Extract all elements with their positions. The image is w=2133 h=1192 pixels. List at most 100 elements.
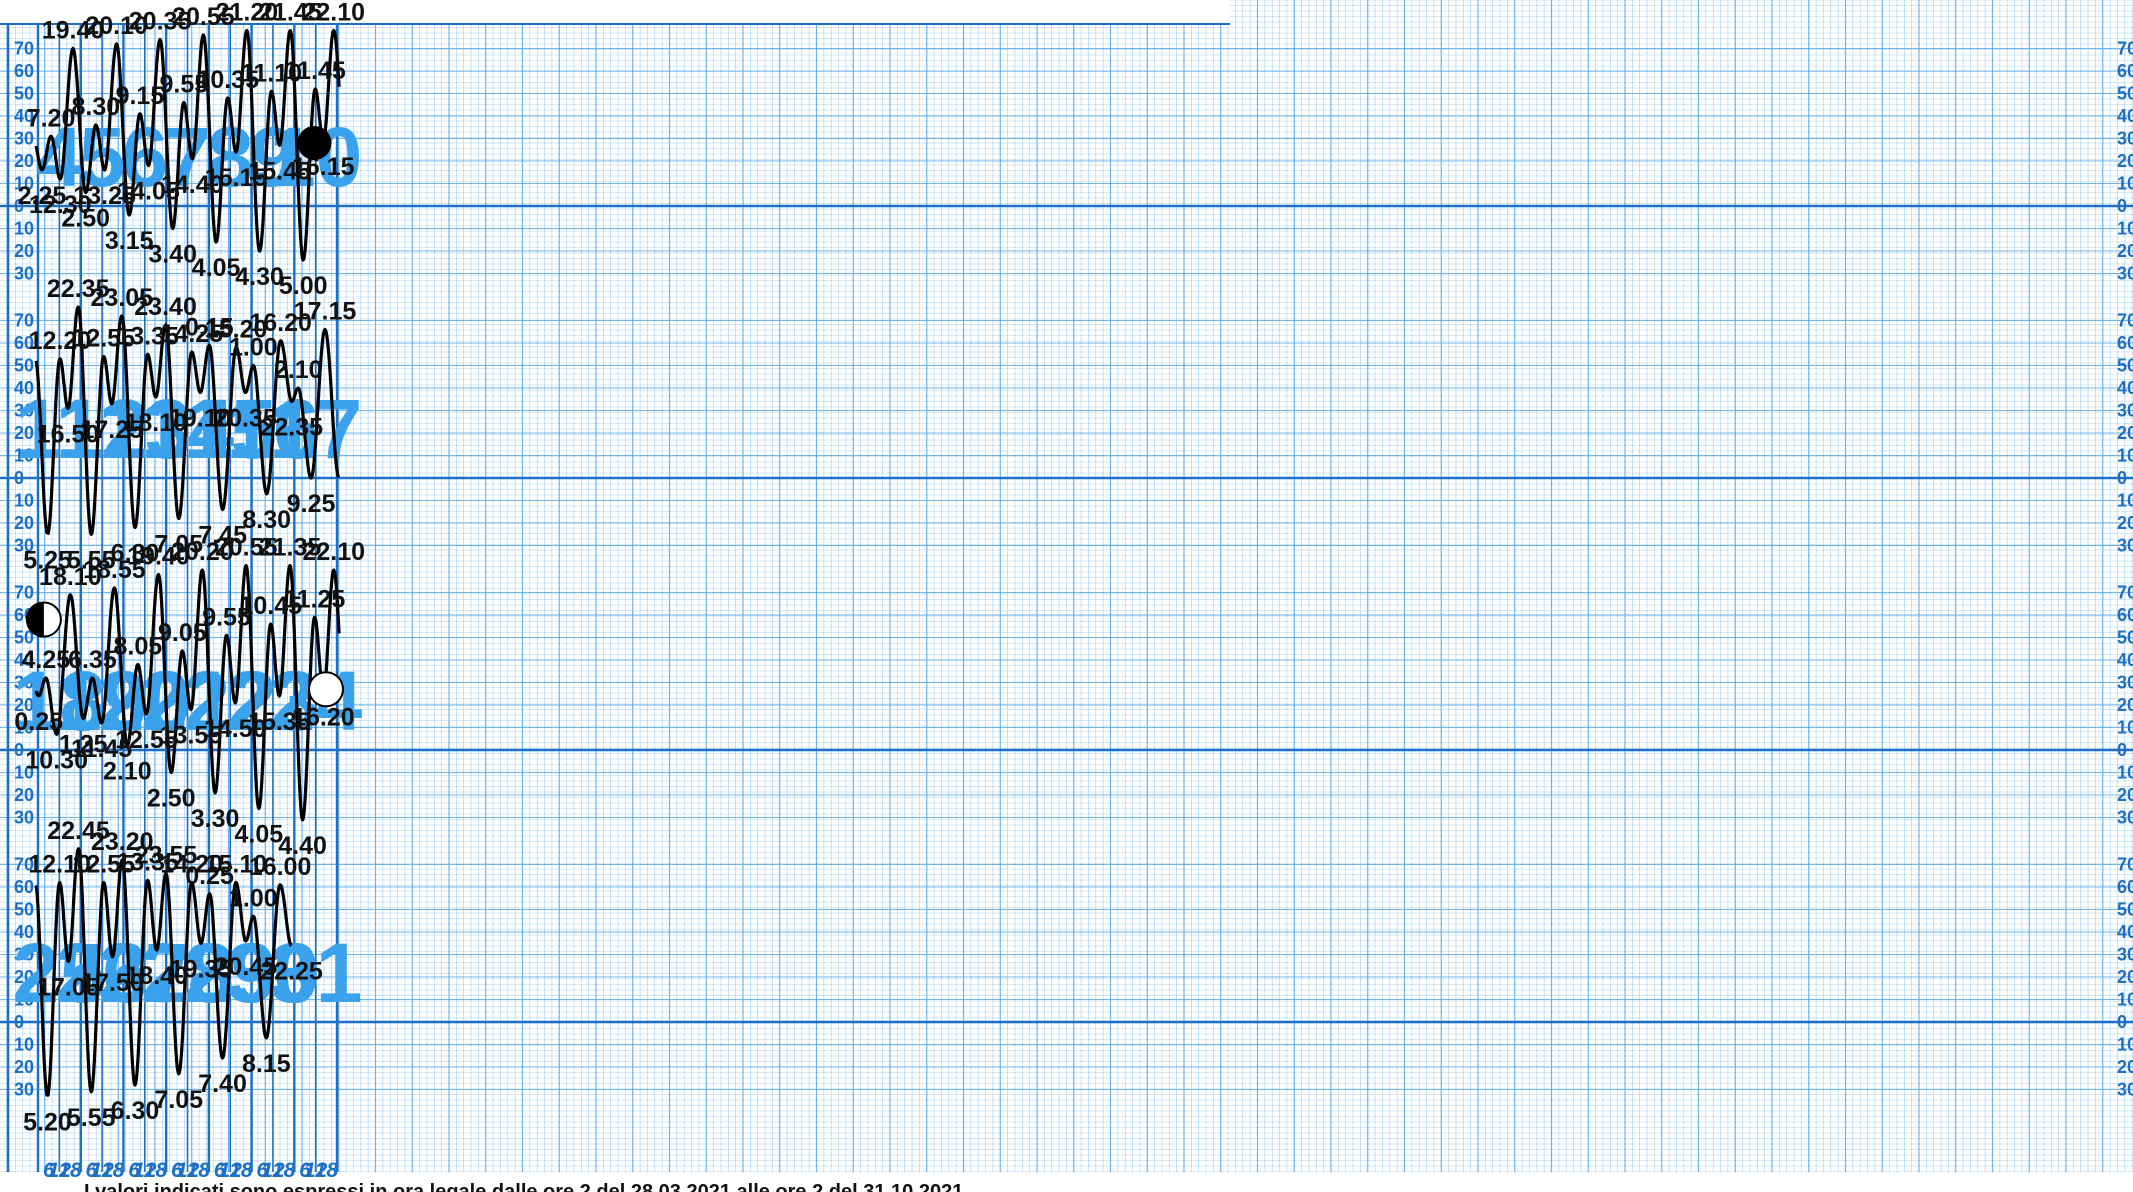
high-tide-label: 6.35	[68, 646, 117, 674]
y-tick-label: 40	[14, 922, 34, 942]
hour-tick-label: 18	[187, 1159, 211, 1182]
high-tide-label: 9.55	[202, 603, 251, 631]
day-number: 9	[250, 110, 297, 204]
y-tick-label: 0	[2117, 468, 2127, 488]
y-tick-label: 20	[14, 423, 34, 443]
y-tick-label: 40	[2117, 650, 2133, 670]
y-tick-label: 20	[2117, 695, 2133, 715]
low-tide-label: 17.05	[37, 973, 100, 1001]
high-tide-label: 21.20	[216, 0, 279, 27]
low-tide-label: 14.40	[161, 171, 224, 199]
y-tick-label: 10	[2117, 1035, 2133, 1055]
low-tide-label: 6.30	[111, 540, 160, 568]
low-tide-label: 6.30	[111, 1097, 160, 1125]
y-tick-label: 10	[14, 446, 34, 466]
y-tick-label: 70	[14, 39, 34, 59]
hour-tick-label: 18	[58, 1159, 82, 1182]
low-tide-label: 16.20	[292, 704, 355, 732]
tide-curve	[34, 847, 293, 1097]
y-tick-label: 30	[14, 536, 34, 556]
y-tick-label: 30	[14, 129, 34, 149]
y-tick-label: 70	[2117, 583, 2133, 603]
low-tide-label: 18.40	[125, 962, 188, 990]
high-tide-label: 12.55	[72, 851, 135, 879]
low-tide-label: 12.55	[115, 726, 178, 754]
y-tick-label: 20	[14, 785, 34, 805]
low-tide-label: 3.15	[105, 227, 154, 255]
y-tick-label: 50	[14, 356, 34, 376]
y-tick-label: 60	[2117, 877, 2133, 897]
y-tick-label: 30	[2117, 536, 2133, 556]
day-number: 11	[15, 382, 104, 476]
high-tide-label: 21.45	[259, 0, 322, 27]
y-tick-label: 60	[2117, 61, 2133, 81]
high-tide-label: 12.55	[72, 325, 135, 353]
y-tick-label: 40	[2117, 106, 2133, 126]
low-tide-label: 7.05	[154, 1086, 203, 1114]
high-tide-label: 22.10	[303, 0, 366, 27]
y-tick-label: 0	[14, 1012, 24, 1032]
y-tick-label: 50	[14, 628, 34, 648]
high-tide-label: 20.20	[171, 538, 234, 566]
tide-curve	[34, 563, 341, 822]
high-tide-label: 9.05	[158, 619, 207, 647]
high-tide-label: 22.35	[47, 275, 110, 303]
y-tick-label: 30	[2117, 673, 2133, 693]
y-tick-label: 10	[2117, 174, 2133, 194]
hour-tick-label: 12	[261, 1159, 285, 1182]
hour-tick-label: 6	[256, 1159, 268, 1182]
y-tick-label: 70	[2117, 311, 2133, 331]
low-tide-label: 12.30	[29, 191, 92, 219]
hour-tick-label: 6	[43, 1159, 55, 1182]
high-tide-label: 15.10	[205, 851, 268, 879]
footer: I valori indicati sono espressi in ora l…	[84, 1181, 963, 1192]
high-tide-label: 9.55	[159, 71, 208, 99]
y-tick-label: 10	[14, 219, 34, 239]
y-tick-label: 30	[2117, 401, 2133, 421]
y-tick-label: 10	[2117, 990, 2133, 1010]
day-number: 23	[226, 654, 319, 748]
low-tide-label: 13.25	[73, 182, 136, 210]
high-tide-label: 22.10	[303, 538, 366, 566]
y-tick-label: 30	[2117, 945, 2133, 965]
y-tick-label: 30	[2117, 808, 2133, 828]
high-tide-label: 8.30	[72, 93, 121, 121]
low-tide-label: 17.50	[81, 969, 144, 997]
high-tide-label: 18.55	[83, 556, 146, 584]
y-tick-label: 30	[14, 808, 34, 828]
y-tick-label: 60	[14, 333, 34, 353]
high-tide-label: 10.45	[239, 592, 302, 620]
high-tide-label: 15.20	[205, 316, 268, 344]
hour-tick-label: 12	[90, 1159, 114, 1182]
y-tick-label: 10	[2117, 446, 2133, 466]
low-tide-label: 15.15	[205, 164, 268, 192]
y-tick-label: 70	[14, 311, 34, 331]
y-tick-label: 20	[14, 967, 34, 987]
hour-tick-label: 6	[214, 1159, 226, 1182]
y-tick-label: 70	[14, 583, 34, 603]
y-tick-label: 0	[2117, 740, 2127, 760]
y-tick-label: 30	[2117, 1080, 2133, 1100]
y-tick-label: 20	[2117, 785, 2133, 805]
y-tick-label: 50	[2117, 900, 2133, 920]
high-tide-label: 19.40	[127, 543, 190, 571]
high-tide-label: 21.35	[259, 534, 322, 562]
y-tick-label: 50	[2117, 84, 2133, 104]
low-tide-label: 8.30	[242, 506, 291, 534]
y-tick-label: 60	[2117, 605, 2133, 625]
high-tide-label: 0.25	[185, 862, 234, 890]
hour-tick-label: 6	[128, 1159, 140, 1182]
high-tide-label: 14.20	[160, 851, 223, 879]
y-tick-label: 60	[14, 877, 34, 897]
y-tick-label: 20	[2117, 513, 2133, 533]
y-tick-label: 60	[2117, 333, 2133, 353]
day-number: 25	[13, 926, 106, 1020]
low-tide-label: 19.10	[169, 405, 232, 433]
high-tide-label: 23.20	[91, 828, 154, 856]
y-tick-label: 0	[2117, 1012, 2127, 1032]
hour-tick-label: 18	[101, 1159, 125, 1182]
y-tick-label: 10	[14, 491, 34, 511]
y-tick-label: 30	[2117, 264, 2133, 284]
hour-tick-label: 12	[304, 1159, 328, 1182]
